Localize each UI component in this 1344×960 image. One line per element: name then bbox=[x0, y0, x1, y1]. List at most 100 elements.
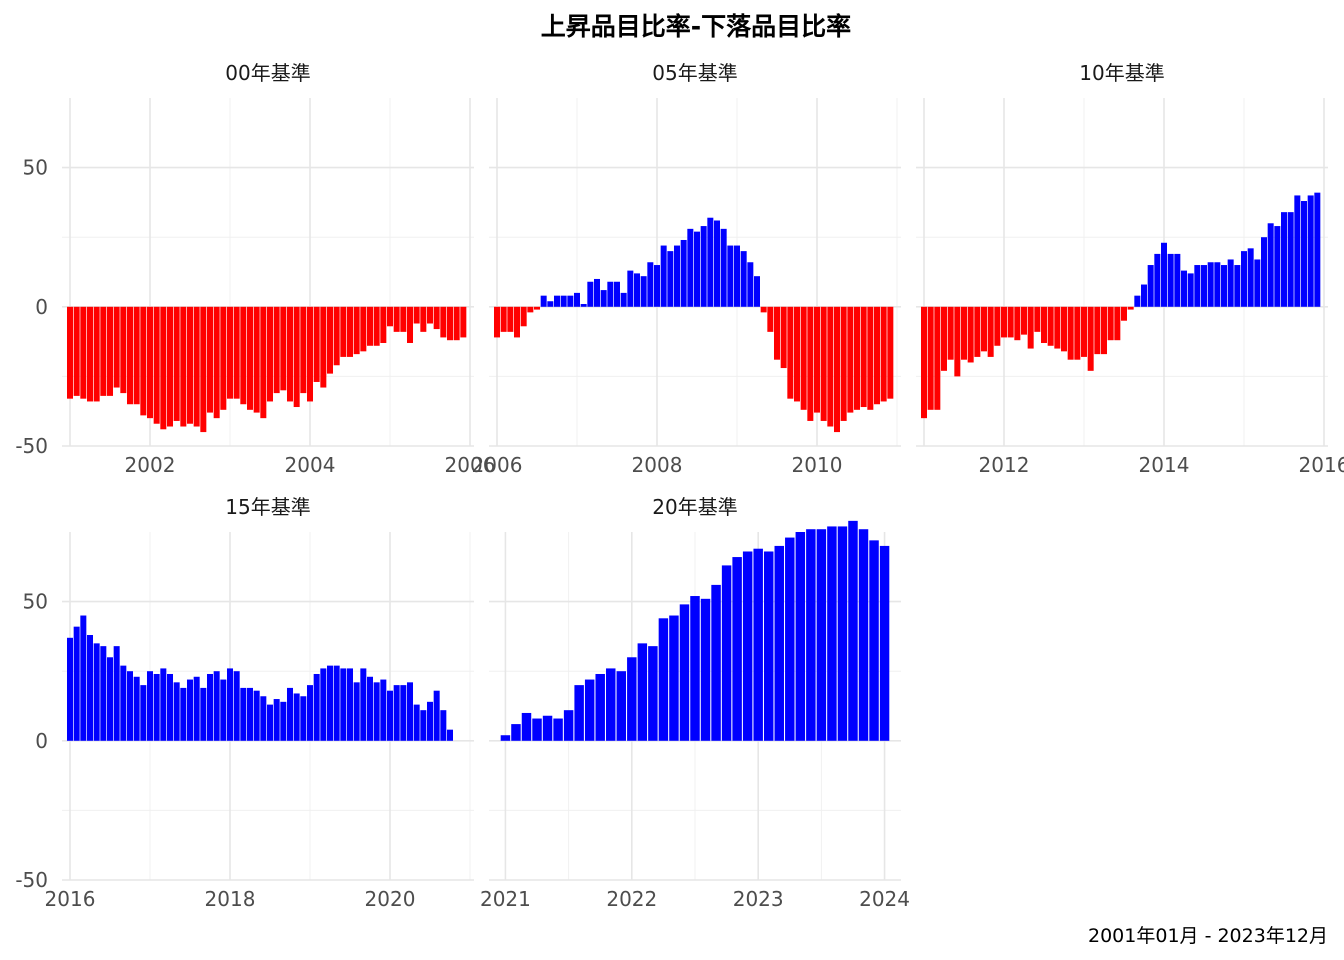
bar bbox=[554, 295, 560, 307]
bar bbox=[614, 281, 620, 307]
bar bbox=[994, 306, 1001, 346]
bar bbox=[648, 646, 658, 741]
bar bbox=[507, 306, 514, 332]
bar bbox=[1021, 306, 1027, 335]
bar bbox=[347, 668, 353, 741]
bar bbox=[774, 545, 784, 741]
bar bbox=[1234, 265, 1241, 307]
bar bbox=[795, 532, 806, 741]
facet-label: 20年基準 bbox=[652, 495, 737, 519]
bar bbox=[974, 306, 981, 357]
bar bbox=[447, 729, 453, 741]
bar bbox=[1107, 306, 1114, 341]
bar bbox=[742, 551, 753, 741]
bar bbox=[167, 673, 173, 741]
bar bbox=[127, 306, 133, 405]
bar bbox=[1134, 295, 1141, 307]
bar bbox=[500, 735, 511, 741]
bar bbox=[327, 306, 333, 374]
bar bbox=[763, 551, 774, 741]
bar bbox=[227, 668, 233, 741]
bar bbox=[367, 306, 373, 346]
bar bbox=[433, 690, 440, 741]
bar bbox=[527, 306, 534, 313]
bar bbox=[560, 295, 567, 307]
y-tick-label: 0 bbox=[35, 729, 48, 753]
bar bbox=[380, 306, 387, 343]
bar bbox=[880, 306, 887, 402]
bar bbox=[954, 306, 961, 377]
bar bbox=[514, 306, 520, 338]
bar bbox=[133, 676, 140, 741]
bar bbox=[734, 245, 740, 307]
bar bbox=[187, 679, 193, 741]
bar bbox=[534, 306, 540, 310]
bar bbox=[887, 306, 894, 399]
facet-panels: 00年基準 -50 0 50 2002 2004 2006 05年基準 2006 2008 2010… bbox=[15, 61, 1344, 911]
bar bbox=[1074, 306, 1081, 360]
bar bbox=[287, 687, 293, 741]
bar bbox=[153, 306, 160, 424]
x-tick-label: 2002 bbox=[125, 453, 176, 477]
bar bbox=[113, 646, 120, 741]
bar bbox=[658, 618, 669, 741]
bar bbox=[690, 596, 700, 741]
bar bbox=[1054, 306, 1061, 349]
bar bbox=[1154, 253, 1161, 307]
bar bbox=[1307, 195, 1314, 307]
bar bbox=[1241, 251, 1247, 307]
bar bbox=[320, 306, 327, 388]
bar bbox=[87, 635, 93, 741]
bar bbox=[373, 306, 380, 346]
x-tick-label: 2022 bbox=[606, 887, 657, 911]
bar bbox=[93, 306, 100, 402]
bar bbox=[167, 306, 173, 427]
bar bbox=[1001, 306, 1007, 338]
bar bbox=[616, 671, 627, 741]
bar bbox=[240, 306, 247, 405]
bar bbox=[1261, 237, 1267, 307]
bar bbox=[934, 306, 941, 410]
bar bbox=[107, 657, 113, 741]
bar bbox=[293, 693, 300, 741]
bar bbox=[567, 295, 574, 307]
bar bbox=[127, 671, 133, 741]
bar bbox=[1274, 226, 1281, 307]
bar bbox=[807, 306, 814, 421]
bar bbox=[947, 306, 954, 360]
bar bbox=[500, 306, 507, 332]
bar bbox=[413, 704, 420, 741]
bar bbox=[727, 245, 734, 307]
facet-3: 15年基準 -50 0 50 2016 2018 2020 bbox=[15, 495, 474, 911]
bar bbox=[67, 637, 73, 741]
bar bbox=[1221, 265, 1227, 307]
bar bbox=[307, 685, 313, 741]
bar bbox=[860, 306, 867, 408]
bar bbox=[547, 301, 554, 307]
bar bbox=[173, 306, 180, 421]
bar bbox=[1114, 306, 1121, 341]
bar bbox=[720, 228, 727, 307]
bar bbox=[420, 306, 427, 332]
bar bbox=[814, 306, 820, 413]
bar bbox=[220, 306, 227, 410]
bar bbox=[420, 710, 427, 741]
bar bbox=[660, 245, 667, 307]
bar bbox=[280, 701, 287, 741]
bar bbox=[393, 306, 400, 332]
bar bbox=[700, 598, 711, 741]
bar bbox=[1294, 195, 1301, 307]
bar bbox=[574, 292, 580, 307]
bar bbox=[1267, 223, 1274, 307]
bar bbox=[320, 668, 327, 741]
bar bbox=[1067, 306, 1074, 360]
bar bbox=[120, 665, 127, 741]
facet-label: 05年基準 bbox=[652, 61, 737, 85]
bar bbox=[340, 668, 347, 741]
bar bbox=[1087, 306, 1094, 371]
bar bbox=[187, 306, 193, 424]
bar bbox=[594, 278, 600, 307]
bar bbox=[267, 306, 273, 402]
bar bbox=[307, 306, 313, 402]
